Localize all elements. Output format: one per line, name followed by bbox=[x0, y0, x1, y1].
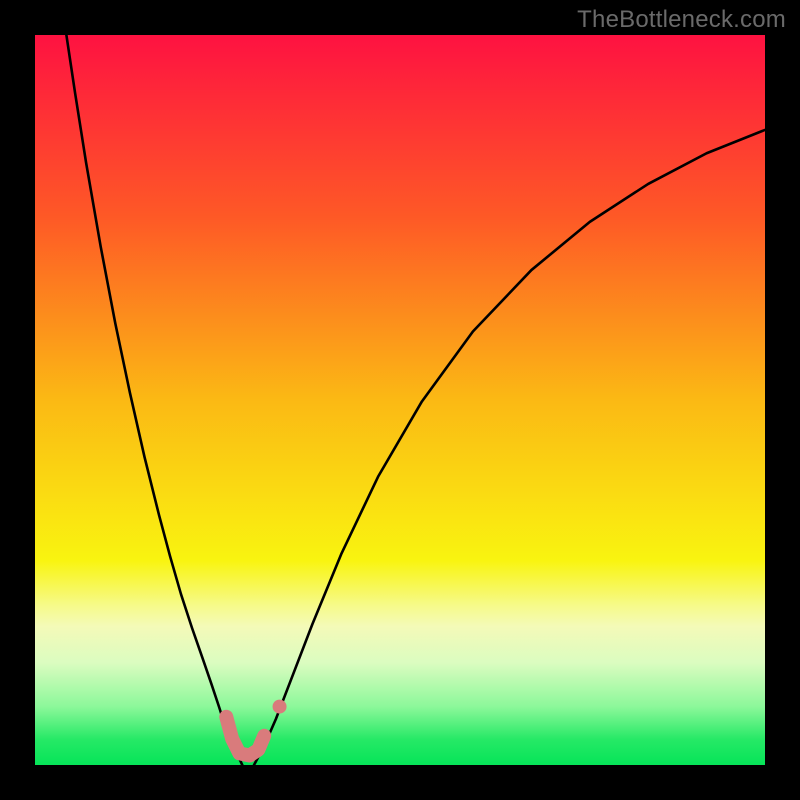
chart-background bbox=[35, 35, 765, 765]
frame-left bbox=[0, 0, 35, 800]
frame-bottom bbox=[0, 765, 800, 800]
frame-right bbox=[765, 0, 800, 800]
bottleneck-marker-dot bbox=[273, 700, 287, 714]
watermark-text: TheBottleneck.com bbox=[577, 6, 786, 34]
chart-stage: TheBottleneck.com bbox=[0, 0, 800, 800]
bottleneck-chart bbox=[35, 35, 765, 765]
